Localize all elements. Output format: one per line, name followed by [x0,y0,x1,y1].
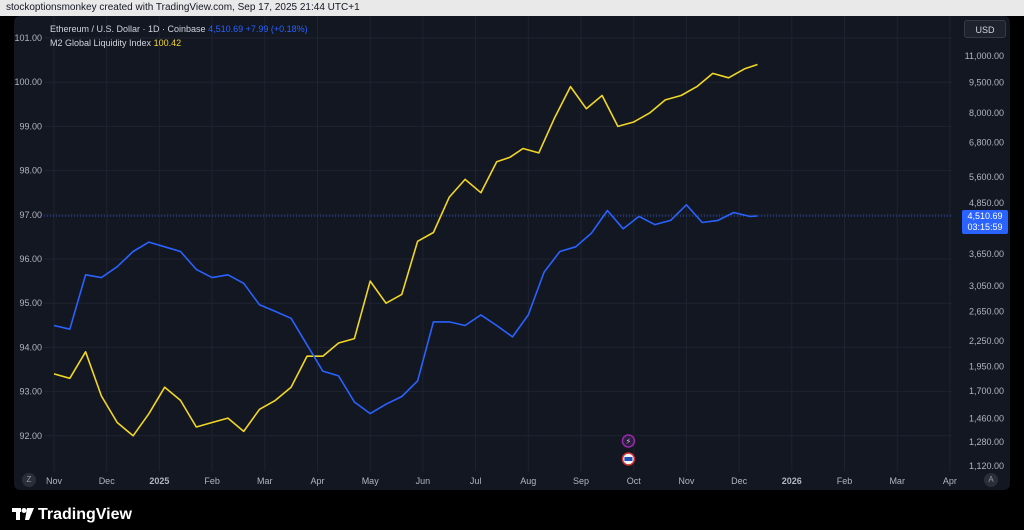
left-axis-tick-label: 93.00 [19,387,42,397]
right-axis-tick-label: 2,250.00 [969,336,1004,346]
legend-m2-row[interactable]: M2 Global Liquidity Index 100.42 [50,36,308,50]
x-axis-tick-label: Jun [416,476,431,486]
right-axis-tick-label: 1,280.00 [969,437,1004,447]
right-axis-tick-label: 1,700.00 [969,386,1004,396]
x-axis-tick-label: Feb [204,476,220,486]
legend-m2-name: M2 Global Liquidity Index [50,38,152,48]
last-price-value: 4,510.69 [967,211,1003,221]
x-axis-tick-label: 2025 [149,476,169,486]
legend-eth-value: 4,510.69 [208,24,244,34]
attribution-text: stockoptionsmonkey created with TradingV… [6,2,360,13]
right-axis-tick-label: 9,500.00 [969,77,1004,87]
x-axis-tick-label: May [362,476,380,486]
x-axis-tick-label: Jul [470,476,482,486]
zoom-reset-button[interactable]: Z [22,473,36,487]
legend: Ethereum / U.S. Dollar · 1D · Coinbase 4… [50,22,308,50]
attribution-bar: stockoptionsmonkey created with TradingV… [0,0,1024,16]
tradingview-logo[interactable]: TradingView [12,506,132,524]
lightning-event-icon [621,434,636,448]
left-axis-tick-label: 96.00 [19,254,42,264]
x-axis-tick-label: Nov [46,476,63,486]
x-axis-tick-label: Dec [731,476,748,486]
right-axis-tick-label: 4,850.00 [969,198,1004,208]
x-axis-tick-label: Oct [627,476,642,486]
tradingview-logo-icon [12,508,34,520]
chart-panel[interactable]: 101.00 100.00 99.00 98.00 97.00 96.00 95.00 94.… [14,16,1010,490]
left-axis-tick-label: 98.00 [19,166,42,176]
lightning-event-glyph: ⚡ [626,437,632,446]
left-axis-tick-label: 94.00 [19,342,42,352]
x-axis-tick-label: Aug [520,476,536,486]
right-axis-tick-label: 8,000.00 [969,108,1004,118]
right-axis-tick-label: 1,120.00 [969,461,1004,471]
right-axis-tick-label: 6,800.00 [969,137,1004,147]
auto-scale-button[interactable]: A [984,473,998,487]
left-axis-tick-label: 95.00 [19,298,42,308]
us-flag-stripe [624,457,633,461]
last-price-label: 4,510.69 03:15:59 [962,210,1008,234]
tradingview-brand: TradingView [38,506,132,523]
x-axis-tick-label: Apr [310,476,324,486]
x-axis-tick-label: Sep [573,476,589,486]
legend-eth-row[interactable]: Ethereum / U.S. Dollar · 1D · Coinbase 4… [50,22,308,36]
right-axis-tick-label: 1,460.00 [969,413,1004,423]
left-axis-tick-label: 99.00 [19,121,42,131]
left-axis-tick-label: 92.00 [19,431,42,441]
right-axis-tick-label: 11,000.00 [965,51,1004,61]
bar-countdown: 03:15:59 [967,222,1003,232]
x-axis-tick-label: Mar [257,476,273,486]
x-axis-tick-label: Nov [678,476,695,486]
legend-m2-value: 100.42 [153,38,182,48]
chart-canvas[interactable]: 101.00 100.00 99.00 98.00 97.00 96.00 95.00 94.… [14,16,1010,490]
x-axis-tick-label: Apr [943,476,957,486]
series-line-m2 [53,63,758,437]
x-axis-tick-label: Feb [837,476,853,486]
left-axis-tick-label: 101.00 [14,33,42,43]
footer [0,490,1024,530]
x-axis-tick-label: 2026 [782,476,802,486]
right-axis-tick-label: 3,050.00 [969,281,1004,291]
right-axis-tick-label: 3,650.00 [969,249,1004,259]
currency-button[interactable]: USD [964,20,1006,38]
legend-eth-change: +7.99 (+0.18%) [245,24,308,34]
right-axis-tick-label: 5,600.00 [969,172,1004,182]
right-axis-tick-label: 2,650.00 [969,306,1004,316]
series-line-eth [53,204,758,415]
x-axis-tick-label: Dec [99,476,116,486]
left-axis-tick-label: 97.00 [19,210,42,220]
x-axis-tick-label: Mar [889,476,905,486]
legend-eth-name: Ethereum / U.S. Dollar · 1D · Coinbase [50,24,206,34]
left-axis-tick-label: 100.00 [14,77,42,87]
right-axis-tick-label: 1,950.00 [969,361,1004,371]
